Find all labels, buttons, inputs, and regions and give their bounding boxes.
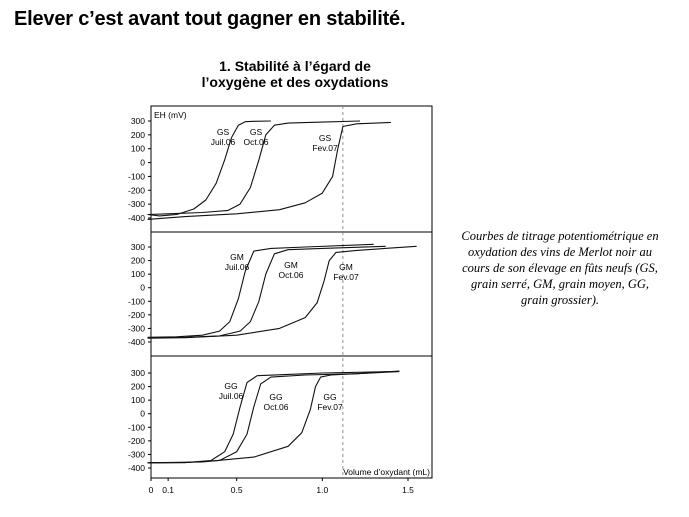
y-tick-label: -400 bbox=[128, 463, 145, 473]
series-label-date: Fev.07 bbox=[317, 402, 343, 412]
series-label-date: Oct.06 bbox=[278, 270, 303, 280]
y-tick-label: -300 bbox=[128, 449, 145, 459]
series-label-date: Fev.07 bbox=[312, 143, 338, 153]
series-label-date: Juil.06 bbox=[225, 262, 250, 272]
series-label-date: Juil.06 bbox=[219, 391, 244, 401]
y-tick-label: 300 bbox=[131, 368, 145, 378]
y-tick-label: 0 bbox=[140, 283, 145, 293]
y-tick-label: 100 bbox=[131, 269, 145, 279]
curve-gm-oct-06 bbox=[147, 245, 386, 339]
y-tick-label: -400 bbox=[128, 213, 145, 223]
figure-caption: Courbes de titrage potentiométrique en o… bbox=[461, 229, 659, 307]
curve-gm-juil-06 bbox=[147, 243, 374, 338]
curve-gm-fev-07 bbox=[147, 245, 417, 339]
series-label-date: Oct.06 bbox=[263, 402, 288, 412]
y-tick-label: 200 bbox=[131, 130, 145, 140]
x-tick-label: 0.1 bbox=[162, 485, 174, 495]
chart-title-line-2: l’oxygène et des oxydations bbox=[201, 74, 389, 90]
y-tick-label: -100 bbox=[128, 422, 145, 432]
curve-gg-oct-06 bbox=[147, 371, 400, 464]
y-tick-label: 100 bbox=[131, 144, 145, 154]
y-tick-label: -300 bbox=[128, 323, 145, 333]
series-label-group: GM bbox=[230, 252, 244, 262]
y-tick-label: -200 bbox=[128, 185, 145, 195]
plot-frame bbox=[150, 105, 433, 479]
y-tick-label: -200 bbox=[128, 436, 145, 446]
series-label-group: GS bbox=[319, 133, 332, 143]
chart-title: 1. Stabilité à l’égard de l’oxygène et d… bbox=[150, 58, 440, 90]
curve-gs-fev-07 bbox=[147, 121, 391, 220]
series-label-group: GG bbox=[323, 392, 336, 402]
y-tick-label: 300 bbox=[131, 116, 145, 126]
x-tick-label: 0.5 bbox=[231, 485, 243, 495]
y-tick-label: 300 bbox=[131, 242, 145, 252]
y-tick-label: 100 bbox=[131, 395, 145, 405]
series-label-group: GM bbox=[284, 260, 298, 270]
x-tick-label: 0 bbox=[149, 485, 154, 495]
curve-gg-fev-07 bbox=[147, 370, 400, 464]
y-tick-label: 200 bbox=[131, 256, 145, 266]
series-label-date: Fev.07 bbox=[333, 272, 359, 282]
y-tick-label: -300 bbox=[128, 199, 145, 209]
x-tick-label: 1.5 bbox=[402, 485, 414, 495]
x-tick-label: 1.0 bbox=[316, 485, 328, 495]
series-label-group: GM bbox=[339, 262, 353, 272]
slide-title: Elever c’est avant tout gagner en stabil… bbox=[14, 8, 406, 30]
y-tick-label: -100 bbox=[128, 171, 145, 181]
x-axis-label: Volume d’oxydant (mL) bbox=[343, 467, 430, 477]
y-tick-label: -100 bbox=[128, 296, 145, 306]
curve-gs-juil-06 bbox=[147, 120, 271, 217]
series-label-date: Juil.06 bbox=[211, 137, 236, 147]
series-label-group: GG bbox=[269, 392, 282, 402]
series-label-group: GS bbox=[217, 127, 230, 137]
y-tick-label: -400 bbox=[128, 337, 145, 347]
series-label-date: Oct.06 bbox=[243, 137, 268, 147]
y-axis-label: EH (mV) bbox=[154, 110, 187, 120]
y-tick-label: 200 bbox=[131, 382, 145, 392]
curve-gg-juil-06 bbox=[147, 371, 391, 464]
series-label-group: GG bbox=[224, 381, 237, 391]
series-label-group: GS bbox=[250, 127, 263, 137]
curve-gs-oct-06 bbox=[147, 120, 361, 216]
chart-title-line-1: 1. Stabilité à l’égard de bbox=[219, 58, 371, 74]
y-tick-label: 0 bbox=[140, 409, 145, 419]
y-tick-label: 0 bbox=[140, 158, 145, 168]
y-tick-label: -200 bbox=[128, 310, 145, 320]
